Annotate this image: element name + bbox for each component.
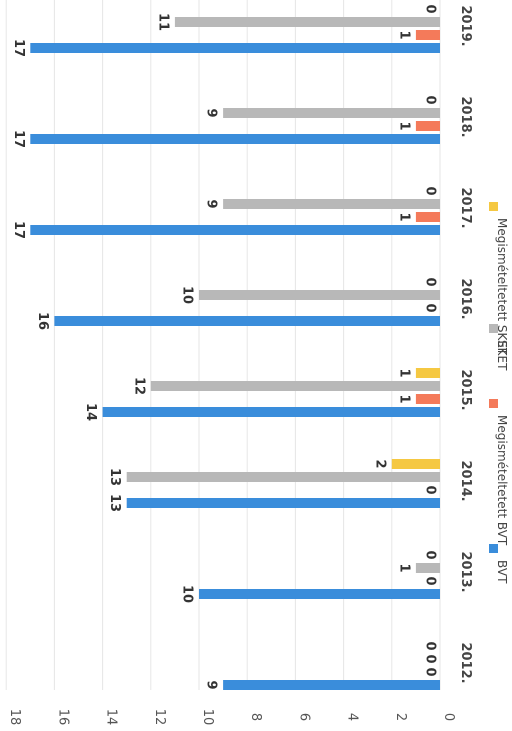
bar-megismételtetett-bvt-2018 <box>415 121 440 131</box>
data-label: 9 <box>204 199 219 208</box>
legend-swatch <box>489 544 498 553</box>
legend-label: BVT <box>495 560 509 584</box>
bar-megismételtetett-bvt-2019 <box>415 30 440 40</box>
data-label: 13 <box>107 468 122 486</box>
bar-megismételtetett-bvt-2015 <box>415 394 440 404</box>
category-label: 2015. <box>458 369 473 410</box>
bar-sket-2013 <box>415 563 440 573</box>
data-label: 0 <box>423 303 438 312</box>
data-label: 10 <box>180 286 195 304</box>
y-tick-label: 12 <box>152 709 167 726</box>
bars-layer <box>30 17 441 690</box>
bar-bvt-2014 <box>126 498 440 508</box>
data-label: 0 <box>423 550 438 559</box>
data-label: 17 <box>11 130 26 148</box>
category-labels: 2012. 2013. 2014. 2015. 2016. 2017. 2018. 2019. <box>458 5 473 683</box>
data-label: 0 <box>423 576 438 585</box>
bar-sket-2015 <box>150 381 441 391</box>
bar-bvt-2019 <box>30 43 441 53</box>
bar-bvt-2015 <box>102 407 440 417</box>
category-label: 2014. <box>458 460 473 501</box>
data-label: 0 <box>423 4 438 13</box>
data-label: 1 <box>396 30 411 39</box>
bar-bvt-2012 <box>223 680 440 690</box>
data-label: 9 <box>204 680 219 689</box>
data-label: 9 <box>204 108 219 117</box>
grid-layer <box>5 0 441 690</box>
bar-sket-2017 <box>223 199 440 209</box>
data-label: 11 <box>155 13 170 31</box>
y-tick-label: 2 <box>393 713 408 721</box>
legend-label: SKET <box>495 340 509 371</box>
legend-swatch <box>489 202 498 211</box>
category-label: 2016. <box>458 278 473 319</box>
category-label: 2012. <box>458 642 473 683</box>
data-label: 14 <box>83 403 98 421</box>
legend-label: Megismételtetett SKET <box>495 218 509 356</box>
legend: BVT Megismételtetett BVT SKETMegismételtet… <box>489 202 509 584</box>
bar-sket-2019 <box>174 17 440 27</box>
bar-bvt-2016 <box>54 316 441 326</box>
category-label: 2013. <box>458 551 473 592</box>
y-tick-labels: 0 2 4 6 8 10 12 14 16 18 <box>7 709 456 726</box>
data-label: 1 <box>396 394 411 403</box>
bar-megismételtetett-sket-2015 <box>415 368 440 378</box>
bar-sket-2016 <box>199 290 440 300</box>
y-tick-label: 6 <box>296 713 311 721</box>
data-label: 17 <box>11 221 26 239</box>
y-tick-label: 0 <box>441 713 456 721</box>
category-label: 2019. <box>458 5 473 46</box>
legend-swatch <box>489 399 498 408</box>
data-label: 13 <box>107 494 122 512</box>
y-tick-label: 16 <box>55 709 70 726</box>
y-tick-label: 10 <box>200 709 215 726</box>
bar-bvt-2017 <box>30 225 441 235</box>
data-label: 0 <box>423 641 438 650</box>
data-label: 1 <box>396 563 411 572</box>
data-label: 0 <box>423 654 438 663</box>
legend-swatch <box>489 324 498 333</box>
data-label: 0 <box>423 485 438 494</box>
data-label: 1 <box>396 121 411 130</box>
bar-bvt-2018 <box>30 134 441 144</box>
data-label: 0 <box>423 95 438 104</box>
category-label: 2018. <box>458 96 473 137</box>
bar-megismételtetett-sket-2014 <box>391 459 440 469</box>
bar-sket-2018 <box>223 108 440 118</box>
data-labels: 9000100101301321411211601001719017190171… <box>11 4 438 689</box>
bar-bvt-2013 <box>199 589 440 599</box>
data-label: 2 <box>372 459 387 468</box>
data-label: 0 <box>423 186 438 195</box>
data-label: 16 <box>35 312 50 330</box>
y-tick-label: 4 <box>345 713 360 721</box>
data-label: 1 <box>396 368 411 377</box>
bar-sket-2014 <box>126 472 440 482</box>
y-tick-label: 14 <box>104 709 119 726</box>
legend-label: Megismételtetett BVT <box>495 415 509 546</box>
data-label: 17 <box>11 39 26 57</box>
data-label: 0 <box>423 667 438 676</box>
category-label: 2017. <box>458 187 473 228</box>
data-label: 10 <box>180 585 195 603</box>
data-label: 12 <box>131 377 146 395</box>
y-tick-label: 8 <box>248 713 263 721</box>
bar-megismételtetett-bvt-2017 <box>415 212 440 222</box>
y-tick-label: 18 <box>7 709 22 726</box>
data-label: 1 <box>396 212 411 221</box>
data-label: 0 <box>423 277 438 286</box>
